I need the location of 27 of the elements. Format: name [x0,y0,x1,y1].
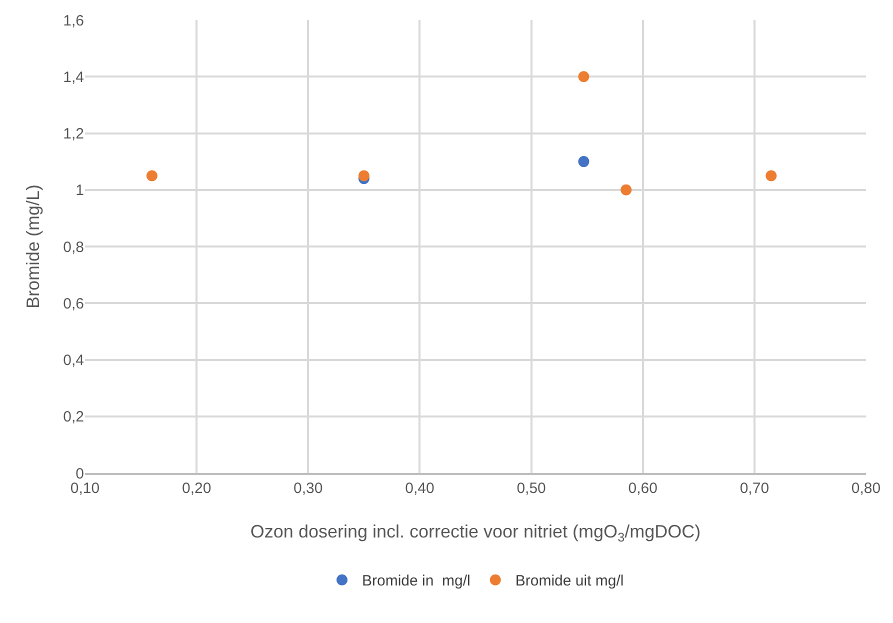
y-axis-title: Bromide (mg/L) [23,184,43,309]
y-tick-label: 1 [76,182,84,200]
y-tick-label: 0,2 [63,408,84,426]
x-tick-label: 0,60 [628,480,658,497]
point [578,71,590,82]
point [146,170,158,182]
x-tick-label: 0,70 [740,480,770,497]
x-tick-label: 0,20 [182,480,212,497]
point [620,184,632,196]
legend-label: Bromide uit mg/l [515,572,624,590]
y-tick-label: 1,4 [63,68,84,86]
point [766,170,777,182]
legend-label: Bromide in mg/l [362,572,470,590]
x-tick-label: 0,10 [70,480,100,497]
y-tick-label: 0,4 [63,352,84,369]
y-tick-label: 1,2 [63,126,84,142]
y-tick-label: 0,8 [63,238,84,256]
x-tick-label: 0,40 [405,480,434,497]
x-tick-label: 0,50 [516,480,546,497]
y-tick-label: 1,6 [63,12,84,30]
y-tick-label: 0 [76,465,84,482]
x-tick-label: 0,30 [294,480,323,497]
point [358,170,370,182]
x-tick-label: 0,80 [851,480,881,497]
point [578,156,590,168]
x-axis-title: Ozon dosering incl. correctie voor nitriet (mgO$_{3}$/mgDOC) [250,522,701,544]
y-tick-label: 0,6 [63,295,84,312]
